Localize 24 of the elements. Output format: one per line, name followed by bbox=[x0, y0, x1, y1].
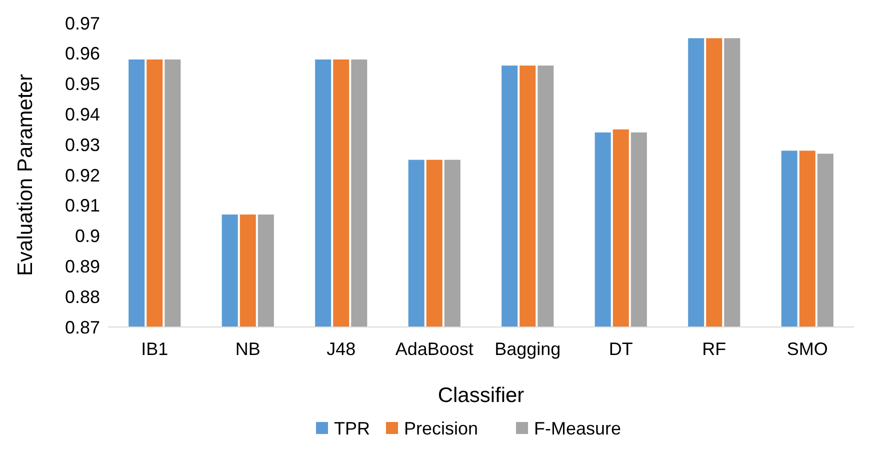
x-tick-label: Bagging bbox=[494, 339, 561, 359]
y-tick-label: 0.9 bbox=[74, 226, 100, 246]
x-tick-label: AdaBoost bbox=[395, 339, 474, 359]
x-tick-label: RF bbox=[702, 339, 726, 359]
y-axis-title: Evaluation Parameter bbox=[14, 74, 37, 276]
y-tick-label: 0.87 bbox=[64, 317, 100, 338]
y-tick-label: 0.97 bbox=[64, 13, 100, 34]
y-tick-label: 0.94 bbox=[64, 104, 100, 124]
x-tick-label: SMO bbox=[786, 339, 828, 359]
legend-label: TPR bbox=[334, 418, 370, 438]
y-tick-label: 0.92 bbox=[64, 165, 100, 186]
legend-label: Precision bbox=[404, 418, 478, 438]
y-tick-label: 0.95 bbox=[64, 74, 100, 94]
y-tick-label: 0.88 bbox=[64, 286, 100, 307]
y-tick-label: 0.96 bbox=[64, 44, 100, 64]
x-tick-label: NB bbox=[235, 339, 260, 359]
x-tick-label: DT bbox=[608, 339, 633, 359]
legend-label: F-Measure bbox=[534, 418, 622, 438]
y-tick-label: 0.91 bbox=[64, 196, 100, 216]
x-tick-label: IB1 bbox=[141, 339, 168, 359]
x-tick-label: J48 bbox=[326, 339, 356, 359]
y-tick-label: 0.93 bbox=[64, 134, 100, 155]
x-axis-title: Classifier bbox=[438, 384, 524, 407]
y-tick-label: 0.89 bbox=[64, 256, 100, 276]
